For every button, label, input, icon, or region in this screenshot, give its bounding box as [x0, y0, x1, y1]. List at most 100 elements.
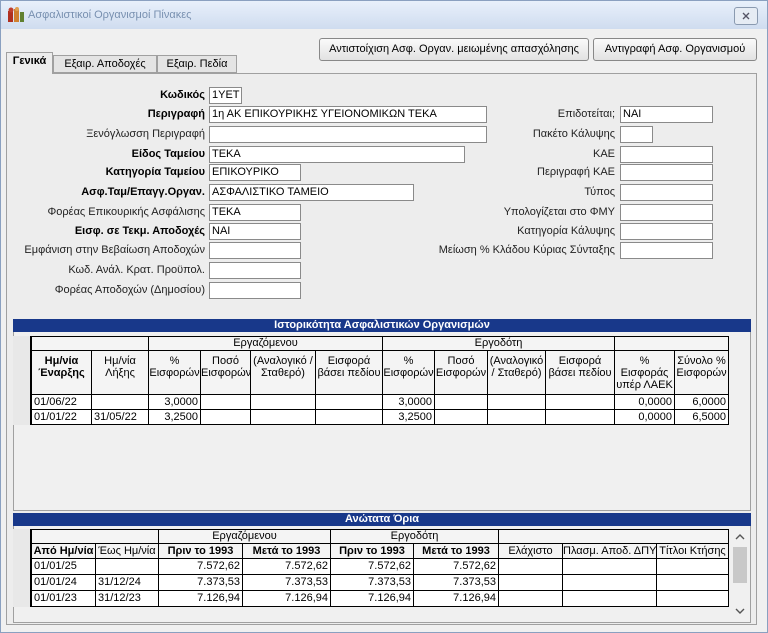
data-cell [657, 559, 729, 575]
column-header: Ημ/νία Έναρξης [31, 351, 92, 395]
data-cell [563, 591, 657, 607]
text-input[interactable] [620, 242, 713, 259]
column-header: Πλασμ. Αποδ. ΔΠΥ [563, 544, 657, 559]
data-cell: 7.572,62 [159, 559, 243, 575]
tab[interactable]: Γενικά [6, 52, 53, 74]
field-label: Τύπος [584, 186, 615, 198]
field-label: Κωδ. Ανάλ. Κρατ. Προϋπολ. [68, 264, 205, 276]
field-label: ΚΑΕ [592, 148, 615, 160]
text-input[interactable] [209, 262, 301, 279]
tab[interactable]: Εξαιρ. Αποδοχές [53, 55, 157, 73]
text-input[interactable]: ΝΑΙ [620, 106, 713, 123]
field-label: Κατηγορία Κάλυψης [517, 225, 615, 237]
data-cell: 31/05/22 [92, 410, 149, 425]
data-cell: 7.373,53 [331, 575, 414, 591]
data-cell: 0,0000 [615, 410, 675, 425]
indicator-cell [13, 529, 31, 607]
app-icon [8, 7, 24, 22]
field-label: Πακέτο Κάλυψης [532, 128, 615, 140]
close-button[interactable] [734, 7, 758, 25]
field-label: Κωδικός [160, 89, 205, 101]
field-label: Εμφάνιση στην Βεβαίωση Αποδοχών [24, 244, 205, 256]
data-cell [546, 410, 615, 425]
text-input[interactable]: ΕΠΙΚΟΥΡΙΚΟ [209, 164, 301, 181]
data-cell [499, 591, 563, 607]
text-input[interactable]: 1η ΑΚ ΕΠΙΚΟΥΡΙΚΗΣ ΥΓΕΙΟΝΟΜΙΚΩΝ ΤΕΚΑ [209, 106, 487, 123]
column-header: Τίτλοι Κτήσης [657, 544, 729, 559]
text-input[interactable] [620, 184, 713, 201]
data-cell [657, 575, 729, 591]
column-header: (Αναλογικό / Σταθερό) [251, 351, 316, 395]
data-cell [201, 395, 251, 410]
text-input[interactable]: 1ΥΕΤ [209, 87, 242, 104]
header-cell [31, 529, 159, 544]
text-input[interactable] [620, 223, 713, 240]
column-header: Εισφορά βάσει πεδίου [316, 351, 383, 395]
text-input[interactable] [620, 164, 713, 181]
text-input[interactable]: ΤΕΚΑ [209, 146, 465, 163]
text-input[interactable] [209, 282, 301, 299]
action-button[interactable]: Αντιγραφή Ασφ. Οργανισμού [593, 38, 757, 61]
column-header: Πριν το 1993 [331, 544, 414, 559]
scroll-arrows[interactable] [731, 529, 749, 619]
field-label: Ασφ.Ταμ/Επαγγ.Οργαν. [81, 186, 205, 198]
tab[interactable]: Εξαιρ. Πεδία [157, 55, 237, 73]
data-cell [563, 559, 657, 575]
data-cell: 7.126,94 [243, 591, 331, 607]
text-input[interactable] [620, 204, 713, 221]
data-cell: 3,0000 [149, 395, 201, 410]
data-cell: 7.572,62 [243, 559, 331, 575]
title-bar: Ασφαλιστικοί Οργανισμοί Πίνακες [1, 1, 767, 29]
column-header: Μετά το 1993 [414, 544, 499, 559]
column-header: Έως Ημ/νία [96, 544, 159, 559]
input-value: ΑΣΦΑΛΙΣΤΙΚΟ ΤΑΜΕΙΟ [212, 186, 329, 198]
text-input[interactable] [209, 126, 487, 143]
field-label: Είδος Ταμείου [131, 148, 205, 160]
group-header: Εργαζόμενου [149, 336, 383, 351]
scrollbar[interactable] [731, 529, 749, 619]
data-cell [435, 410, 488, 425]
data-cell: 01/01/24 [31, 575, 96, 591]
data-cell: 31/12/23 [96, 591, 159, 607]
data-cell: 7.126,94 [414, 591, 499, 607]
column-header: (Αναλογικό / Σταθερό) [488, 351, 546, 395]
data-cell [316, 395, 383, 410]
data-cell [316, 410, 383, 425]
data-cell [92, 395, 149, 410]
data-cell: 7.373,53 [159, 575, 243, 591]
data-cell: 7.572,62 [414, 559, 499, 575]
input-value: ΤΕΚΑ [212, 206, 241, 218]
data-cell: 7.572,62 [331, 559, 414, 575]
data-cell [251, 395, 316, 410]
data-cell: 7.126,94 [159, 591, 243, 607]
input-value: ΕΠΙΚΟΥΡΙΚΟ [212, 166, 279, 178]
text-input[interactable] [209, 242, 301, 259]
column-header: Ποσό Εισφορών [435, 351, 488, 395]
action-button[interactable]: Αντιστοίχιση Ασφ. Οργαν. μειωμένης απασχ… [319, 38, 589, 61]
scroll-thumb[interactable] [733, 547, 747, 583]
grid-title: Ανώτατα Όρια [13, 513, 751, 526]
data-cell: 7.373,53 [414, 575, 499, 591]
text-input[interactable] [620, 146, 713, 163]
text-input[interactable]: ΝΑΙ [209, 223, 301, 240]
group-header: Εργοδότη [383, 336, 615, 351]
text-input[interactable]: ΑΣΦΑΛΙΣΤΙΚΟ ΤΑΜΕΙΟ [209, 184, 414, 201]
window-title: Ασφαλιστικοί Οργανισμοί Πίνακες [28, 9, 192, 21]
data-cell [96, 559, 159, 575]
column-header: % Εισφορών [383, 351, 435, 395]
column-header: Σύνολο % Εισφορών [675, 351, 729, 395]
field-label: Επιδοτείται; [557, 108, 615, 120]
column-header: Ποσό Εισφορών [201, 351, 251, 395]
text-input[interactable]: ΤΕΚΑ [209, 204, 301, 221]
field-label: Φορέας Επικουρικής Ασφάλισης [47, 206, 205, 218]
input-value: 1η ΑΚ ΕΠΙΚΟΥΡΙΚΗΣ ΥΓΕΙΟΝΟΜΙΚΩΝ ΤΕΚΑ [212, 108, 437, 120]
group-header: Εργαζόμενου [159, 529, 331, 544]
text-input[interactable] [620, 126, 653, 143]
data-cell [546, 395, 615, 410]
field-label: Μείωση % Κλάδου Κύριας Σύνταξης [438, 244, 615, 256]
field-label: Ξενόγλωσση Περιγραφή [86, 128, 205, 140]
column-header: Ελάχιστο [499, 544, 563, 559]
field-label: Περιγραφή ΚΑΕ [537, 166, 615, 178]
data-cell: 3,2500 [383, 410, 435, 425]
